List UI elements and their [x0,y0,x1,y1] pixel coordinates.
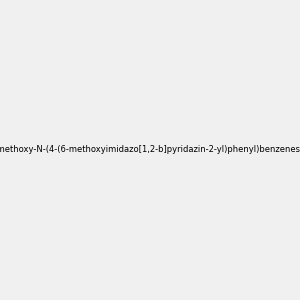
Text: 5-chloro-2-methoxy-N-(4-(6-methoxyimidazo[1,2-b]pyridazin-2-yl)phenyl)benzenesul: 5-chloro-2-methoxy-N-(4-(6-methoxyimidaz… [0,146,300,154]
